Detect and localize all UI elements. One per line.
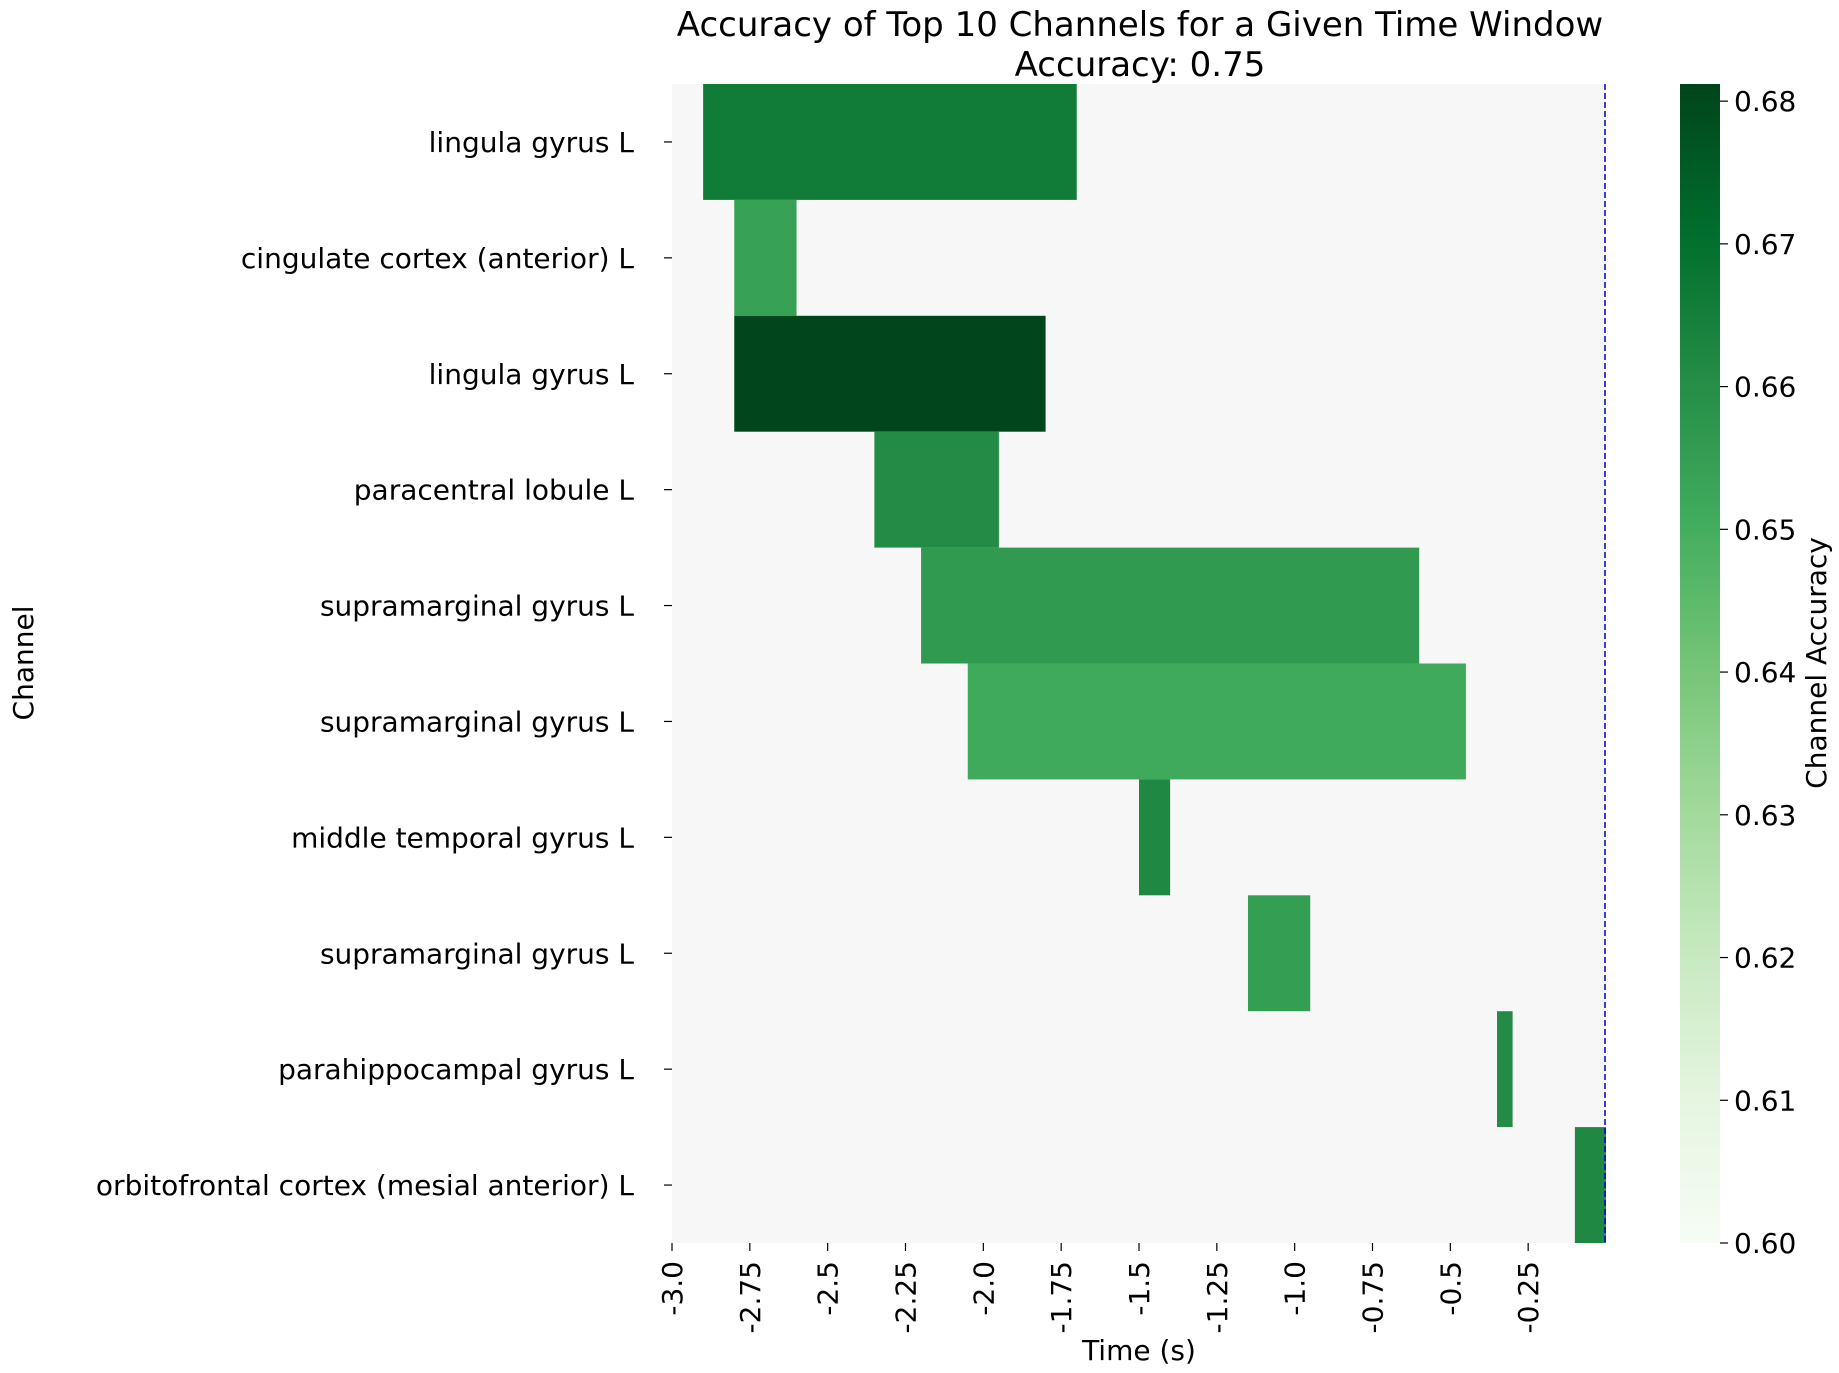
y-tick-label: parahippocampal gyrus L: [278, 1053, 634, 1086]
chart-title: Accuracy of Top 10 Channels for a Given …: [677, 5, 1603, 45]
x-tick-label: -2.0: [967, 1261, 1000, 1316]
x-tick-label: -0.25: [1512, 1261, 1545, 1333]
x-tick-label: -1.5: [1123, 1261, 1156, 1316]
chart-subtitle: Accuracy: 0.75: [1015, 45, 1266, 85]
x-tick-label: -1.0: [1279, 1261, 1312, 1316]
y-tick-label: paracentral lobule L: [354, 474, 635, 507]
y-tick-label: orbitofrontal cortex (mesial anterior) L: [96, 1169, 634, 1202]
y-tick-label: supramarginal gyrus L: [320, 705, 634, 738]
heatmap-cell-6: [1139, 779, 1171, 896]
y-tick-label: supramarginal gyrus L: [320, 590, 634, 623]
x-tick-label: -0.5: [1434, 1261, 1467, 1316]
heatmap-cells: [703, 84, 1606, 1243]
colorbar-tick-label: 0.63: [1734, 799, 1796, 832]
colorbar-tick-label: 0.67: [1734, 228, 1796, 261]
heatmap-cell-3: [874, 431, 999, 548]
colorbar: 0.60 0.61 0.62 0.63 0.64 0.65 0.66 0.67 0.68 Cha…: [1680, 84, 1833, 1260]
heatmap-cell-2: [734, 315, 1046, 432]
heatmap-cell-5: [967, 663, 1466, 780]
colorbar-tick-label: 0.65: [1734, 513, 1796, 546]
colorbar-tick-label: 0.61: [1734, 1084, 1796, 1117]
heatmap-cell-4: [921, 547, 1420, 664]
colorbar-tick-label: 0.64: [1734, 656, 1796, 689]
y-axis-label: Channel: [7, 606, 40, 721]
y-tick-label: supramarginal gyrus L: [320, 937, 634, 970]
heatmap-cell-1: [734, 199, 797, 316]
x-axis-label: Time (s): [1081, 1334, 1196, 1367]
x-tick-label: -2.5: [812, 1261, 845, 1316]
heatmap-plot-area: [672, 84, 1606, 1243]
colorbar-tick-label: 0.66: [1734, 371, 1796, 404]
y-tick-label: lingula gyrus L: [429, 126, 635, 159]
colorbar-tick-label: 0.62: [1734, 942, 1796, 975]
x-tick-label: -2.75: [734, 1261, 767, 1333]
colorbar-label: Channel Accuracy: [1800, 537, 1833, 789]
heatmap-cell-0: [703, 84, 1077, 200]
y-tick-label: lingula gyrus L: [429, 358, 635, 391]
heatmap-cell-8: [1497, 1011, 1513, 1128]
x-tick-label: -0.75: [1357, 1261, 1390, 1333]
x-tick-label: -1.25: [1201, 1261, 1234, 1333]
x-axis: -3.0 -2.75 -2.5 -2.25 -2.0 -1.75 -1.5 -1.25 -1.0…: [656, 1243, 1545, 1333]
x-tick-label: -2.25: [890, 1261, 923, 1333]
y-axis: lingula gyrus L cingulate cortex (anterio…: [96, 126, 672, 1202]
x-tick-label: -1.75: [1045, 1261, 1078, 1333]
x-tick-label: -3.0: [656, 1261, 689, 1316]
colorbar-ticks: 0.60 0.61 0.62 0.63 0.64 0.65 0.66 0.67 0.68: [1720, 85, 1796, 1260]
y-tick-label: middle temporal gyrus L: [291, 821, 634, 854]
heatmap-cell-7: [1247, 895, 1311, 1012]
colorbar-tick-label: 0.68: [1734, 85, 1796, 118]
y-tick-label: cingulate cortex (anterior) L: [241, 242, 634, 275]
heatmap-cell-9: [1574, 1127, 1606, 1243]
colorbar-tick-label: 0.60: [1734, 1227, 1796, 1260]
colorbar-scale: [1680, 84, 1720, 1243]
